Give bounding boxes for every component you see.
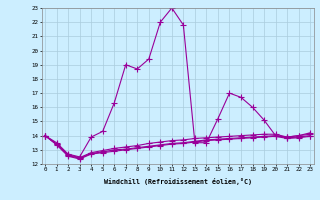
X-axis label: Windchill (Refroidissement éolien,°C): Windchill (Refroidissement éolien,°C) (104, 178, 252, 185)
